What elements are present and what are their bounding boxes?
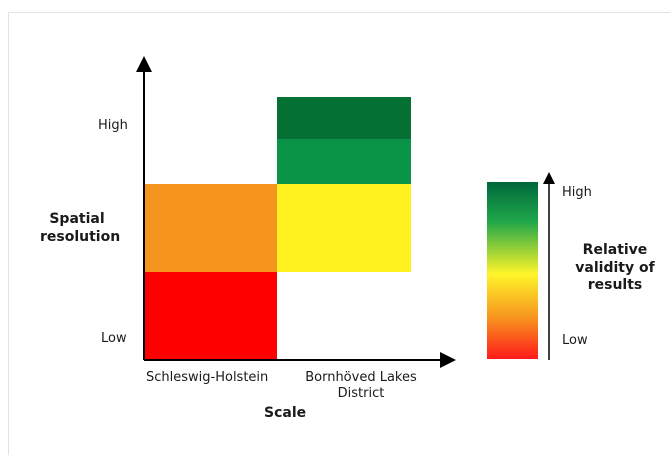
y-axis-label: Spatial resolution xyxy=(40,211,121,246)
x-category-schleswig: Schleswig-Holstein xyxy=(146,370,269,385)
y-axis-label-line1: Spatial xyxy=(49,211,105,227)
legend-title-line3: results xyxy=(587,277,643,293)
cell-bornhoved-high-upper xyxy=(277,97,411,139)
legend-title: Relative validity of results xyxy=(566,242,664,295)
legend-low-label: Low xyxy=(562,333,588,348)
y-tick-high: High xyxy=(98,118,128,133)
legend-gradient-bar xyxy=(487,182,538,359)
legend-title-line2: validity of xyxy=(575,259,655,276)
x-axis-label: Scale xyxy=(264,405,307,421)
figure-frame xyxy=(8,12,670,455)
legend-title-line1: Relative xyxy=(582,242,648,258)
cell-bornhoved-high-lower xyxy=(277,139,411,184)
x-category-bornhoved-line1: Bornhöved Lakes xyxy=(305,370,417,385)
cell-schleswig-mid xyxy=(144,184,277,272)
y-axis-label-line2: resolution xyxy=(40,228,121,245)
legend-high-label: High xyxy=(562,185,592,200)
cell-schleswig-low xyxy=(144,272,277,360)
x-category-bornhoved: Bornhöved Lakes District xyxy=(298,370,424,403)
y-tick-low: Low xyxy=(101,331,127,346)
cell-bornhoved-mid xyxy=(277,184,411,272)
x-category-bornhoved-line2: District xyxy=(337,386,385,402)
